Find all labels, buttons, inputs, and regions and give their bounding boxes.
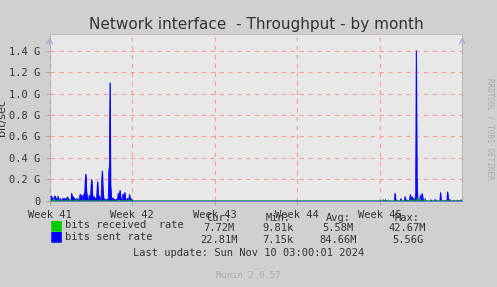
- Text: 7.72M: 7.72M: [203, 223, 234, 233]
- Text: bits sent rate: bits sent rate: [65, 232, 152, 242]
- Text: Last update: Sun Nov 10 03:00:01 2024: Last update: Sun Nov 10 03:00:01 2024: [133, 248, 364, 257]
- Text: 9.81k: 9.81k: [263, 223, 294, 233]
- Text: Max:: Max:: [395, 213, 420, 223]
- Text: 42.67M: 42.67M: [389, 223, 426, 233]
- Text: 5.56G: 5.56G: [392, 235, 423, 245]
- Text: ■: ■: [50, 230, 63, 244]
- Y-axis label: bit/sec: bit/sec: [0, 99, 6, 136]
- Text: 7.15k: 7.15k: [263, 235, 294, 245]
- Text: ■: ■: [50, 218, 63, 232]
- Text: Munin 2.0.57: Munin 2.0.57: [216, 271, 281, 280]
- Text: bits received  rate: bits received rate: [65, 220, 183, 230]
- Text: Min:: Min:: [266, 213, 291, 223]
- Text: 84.66M: 84.66M: [319, 235, 357, 245]
- Text: 22.81M: 22.81M: [200, 235, 238, 245]
- Text: Cur:: Cur:: [206, 213, 231, 223]
- Text: RRDTOOL / TOBI OETIKER: RRDTOOL / TOBI OETIKER: [485, 78, 494, 180]
- Text: 5.58M: 5.58M: [323, 223, 353, 233]
- Text: Avg:: Avg:: [326, 213, 350, 223]
- Title: Network interface  - Throughput - by month: Network interface - Throughput - by mont…: [88, 17, 423, 32]
